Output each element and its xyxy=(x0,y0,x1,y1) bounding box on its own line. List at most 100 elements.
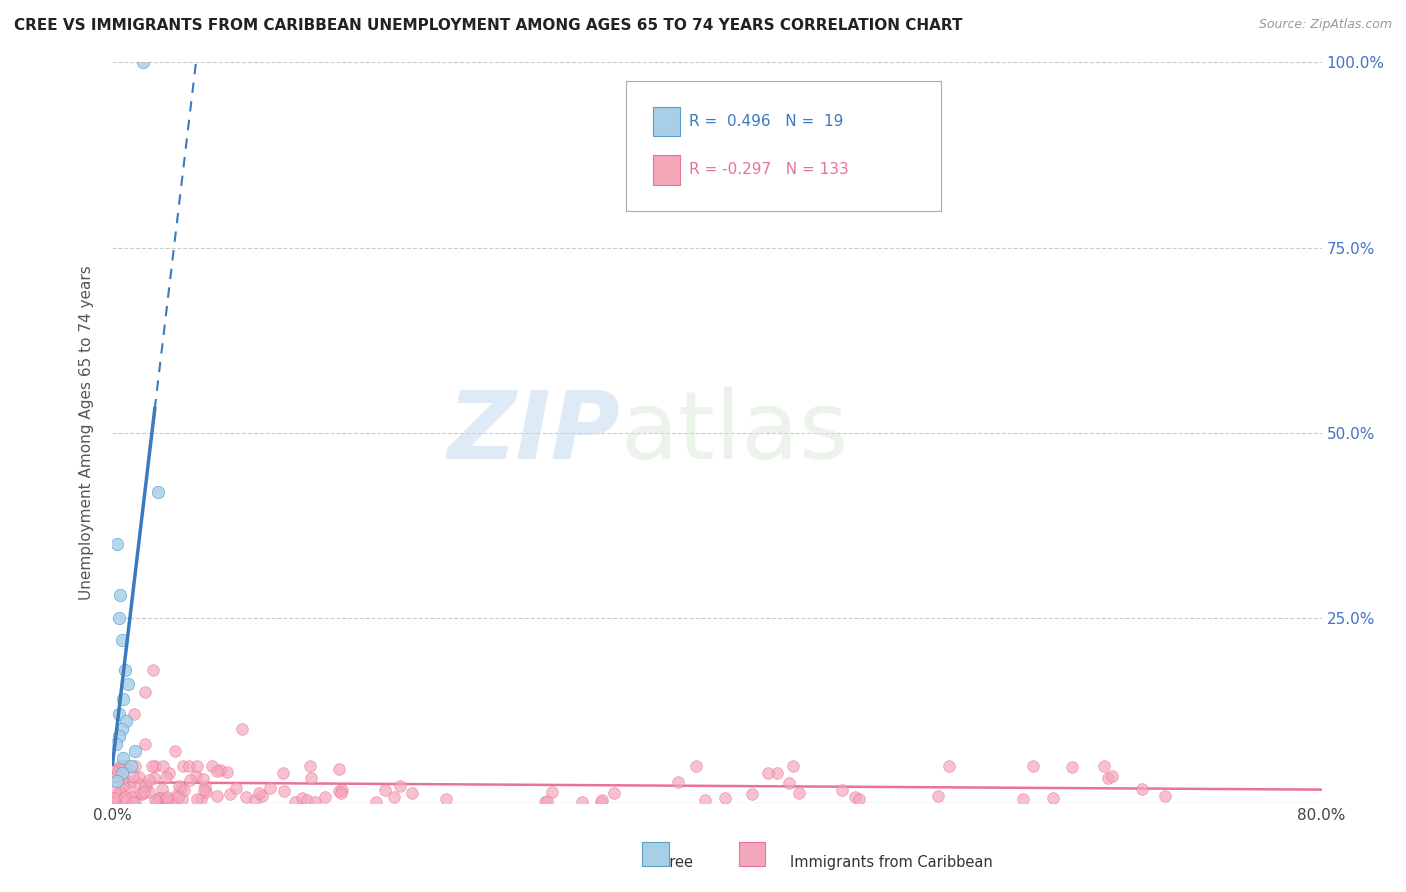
Point xyxy=(172,758,194,772)
Point xyxy=(122,795,145,809)
Point xyxy=(108,785,131,799)
Point xyxy=(120,758,142,772)
Text: R = -0.297   N = 133: R = -0.297 N = 133 xyxy=(689,162,849,178)
Point xyxy=(193,783,215,797)
Point xyxy=(148,791,170,805)
Point xyxy=(146,484,169,499)
Point xyxy=(571,795,593,809)
Point xyxy=(173,783,195,797)
Text: ZIP: ZIP xyxy=(447,386,620,479)
Point xyxy=(190,792,212,806)
Point xyxy=(194,779,217,793)
Point xyxy=(104,737,127,751)
Point xyxy=(225,780,247,795)
Point xyxy=(121,790,143,805)
Point xyxy=(124,744,146,758)
Point xyxy=(103,791,125,805)
Point xyxy=(1022,758,1045,772)
Point xyxy=(247,786,270,800)
Point xyxy=(128,771,150,785)
Point xyxy=(111,772,134,787)
Point xyxy=(107,729,129,743)
Point xyxy=(105,773,128,788)
Text: atlas: atlas xyxy=(620,386,849,479)
Point xyxy=(330,786,353,800)
Point xyxy=(848,792,870,806)
Point xyxy=(273,784,295,798)
Point xyxy=(297,793,319,807)
Point xyxy=(685,758,707,772)
Point xyxy=(121,769,143,783)
Point xyxy=(117,677,139,691)
Point xyxy=(290,791,312,805)
Point xyxy=(271,766,294,780)
Point xyxy=(328,784,350,798)
Point xyxy=(157,766,180,780)
Text: Cree: Cree xyxy=(659,855,693,870)
Point xyxy=(534,795,557,809)
Point xyxy=(138,785,160,799)
Point xyxy=(927,789,949,803)
Point xyxy=(186,769,208,783)
Point xyxy=(298,758,321,772)
Point xyxy=(179,772,201,787)
Point xyxy=(191,772,214,786)
Point xyxy=(141,758,163,772)
Point xyxy=(152,758,174,772)
Point xyxy=(155,792,177,806)
Point xyxy=(1097,771,1119,785)
Point xyxy=(111,780,134,794)
Point xyxy=(259,781,281,796)
Point xyxy=(314,789,336,804)
FancyBboxPatch shape xyxy=(626,81,941,211)
Point xyxy=(110,722,132,736)
Text: R =  0.496   N =  19: R = 0.496 N = 19 xyxy=(689,114,844,129)
Point xyxy=(134,778,156,792)
Point xyxy=(105,536,128,550)
Point xyxy=(603,786,626,800)
Point xyxy=(304,795,326,809)
Point xyxy=(778,776,800,790)
Bar xyxy=(652,155,679,185)
Point xyxy=(114,790,136,805)
Point xyxy=(938,758,960,772)
Point xyxy=(111,758,134,772)
Point xyxy=(112,751,135,765)
Point xyxy=(114,758,136,772)
Point xyxy=(765,766,787,780)
Point xyxy=(284,795,307,809)
Point xyxy=(1012,792,1035,806)
Point xyxy=(666,774,689,789)
Point xyxy=(146,794,169,808)
Point xyxy=(201,758,224,772)
Point xyxy=(1092,758,1115,772)
Point xyxy=(1042,791,1064,805)
Point xyxy=(114,663,136,677)
Point xyxy=(134,737,156,751)
Point xyxy=(787,786,810,800)
Bar xyxy=(652,107,679,136)
Point xyxy=(177,758,200,772)
Y-axis label: Unemployment Among Ages 65 to 74 years: Unemployment Among Ages 65 to 74 years xyxy=(79,265,94,600)
Point xyxy=(110,766,132,780)
Point xyxy=(382,790,405,805)
Point xyxy=(105,762,128,776)
Point xyxy=(131,788,153,802)
Point xyxy=(143,793,166,807)
Point xyxy=(186,791,208,805)
Point xyxy=(108,758,131,772)
Point xyxy=(115,758,138,772)
Point xyxy=(107,706,129,721)
Point xyxy=(157,792,180,806)
Point xyxy=(844,790,866,805)
Point xyxy=(118,783,141,797)
Point xyxy=(170,780,193,795)
Point xyxy=(194,785,217,799)
Text: Immigrants from Caribbean: Immigrants from Caribbean xyxy=(790,855,993,870)
Point xyxy=(167,779,190,793)
Point xyxy=(105,767,128,781)
Point xyxy=(120,774,142,789)
Point xyxy=(205,789,228,803)
Point xyxy=(299,772,322,786)
Point xyxy=(107,610,129,624)
